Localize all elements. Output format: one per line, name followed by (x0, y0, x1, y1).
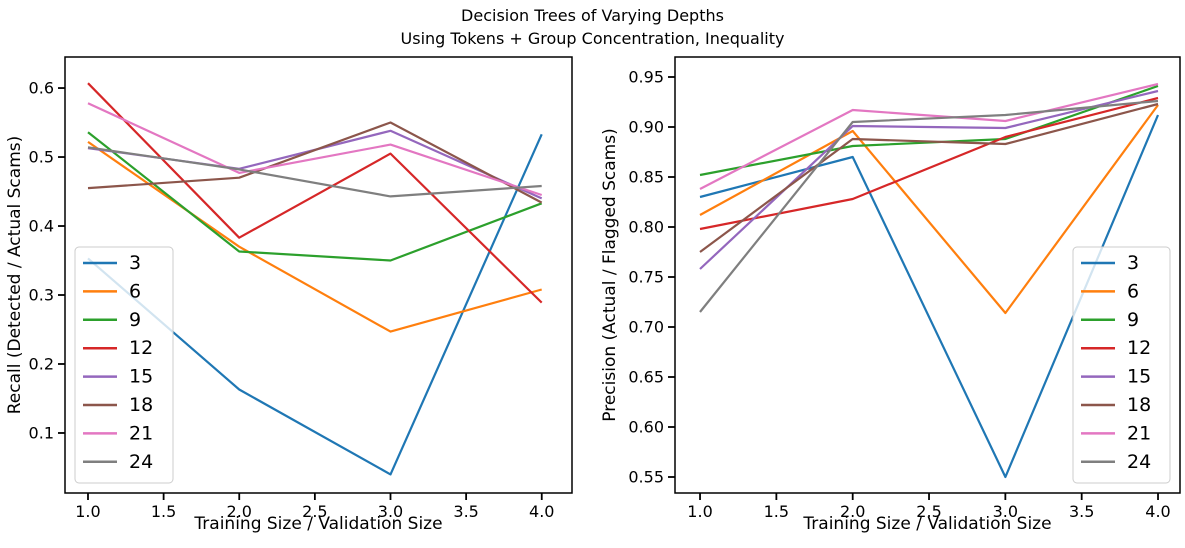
legend-label-6: 6 (129, 280, 141, 302)
precision-chart: 1.0 1.5 2.0 2.5 3.0 3.5 4.0 0.55 0.60 0.65 0.70 0.7… (628, 56, 1181, 521)
y-tick-label: 0.4 (29, 217, 54, 236)
legend-label-6: 6 (1127, 280, 1139, 302)
figure-title-line-2: Using Tokens + Group Concentration, Ineq… (400, 29, 785, 48)
precision-chart-series-9 (699, 84, 1159, 177)
recall-chart-series-9 (87, 131, 543, 262)
y-tick-label: 0.3 (29, 286, 54, 305)
y-tick-label: 0.2 (29, 354, 54, 373)
y-tick-label: 0.65 (628, 368, 664, 387)
precision-chart-series-24 (699, 99, 1159, 313)
y-tick-label: 0.90 (628, 118, 664, 137)
x-tick-label: 3.5 (1069, 502, 1094, 521)
x-tick-label: 4.0 (529, 502, 554, 521)
precision-y-axis-label: Precision (Actual / Flagged Scams) (600, 128, 620, 422)
legend-label-9: 9 (129, 309, 141, 331)
y-tick-label: 0.80 (628, 218, 664, 237)
x-tick-label: 3.0 (378, 502, 403, 521)
precision-chart-series-21 (699, 82, 1159, 190)
legend-label-12: 12 (1127, 337, 1151, 359)
recall-chart-series-18 (87, 121, 543, 204)
recall-chart-series-6 (87, 140, 542, 333)
legend-label-21: 21 (129, 422, 153, 444)
precision-chart-y-axis: 0.55 0.60 0.65 0.70 0.75 0.80 0.85 0.90 0.95 (628, 68, 675, 487)
figure-title: Decision Trees of Varying Depths Using T… (0, 4, 1185, 50)
x-tick-label: 1.5 (764, 502, 789, 521)
recall-chart-series-21 (87, 102, 543, 197)
x-tick-label: 2.0 (227, 502, 252, 521)
legend-label-15: 15 (129, 366, 153, 388)
y-tick-label: 0.1 (29, 423, 54, 442)
precision-chart-legend: 3 6 9 12 15 18 21 24 (1072, 246, 1171, 484)
x-tick-label: 3.0 (993, 502, 1018, 521)
recall-chart-series-12 (87, 82, 543, 304)
precision-chart-x-axis: 1.0 1.5 2.0 2.5 3.0 3.5 4.0 (687, 493, 1171, 521)
x-tick-label: 3.5 (453, 502, 478, 521)
x-tick-label: 4.0 (1145, 502, 1170, 521)
recall-chart: 1.0 1.5 2.0 2.5 3.0 3.5 4.0 0.1 0.2 0.3 0.4 0.5 0.6 3… (29, 56, 573, 521)
x-tick-label: 1.5 (151, 502, 176, 521)
legend-label-15: 15 (1127, 366, 1151, 388)
legend-label-3: 3 (1127, 252, 1139, 274)
y-tick-label: 0.60 (628, 418, 664, 437)
precision-chart-series-15 (699, 89, 1159, 270)
recall-chart-x-axis: 1.0 1.5 2.0 2.5 3.0 3.5 4.0 (75, 493, 554, 521)
y-tick-label: 0.5 (29, 148, 54, 167)
recall-chart-y-axis: 0.1 0.2 0.3 0.4 0.5 0.6 (29, 79, 65, 442)
y-tick-label: 0.70 (628, 318, 664, 337)
precision-chart-spines (674, 56, 1181, 494)
legend-label-3: 3 (129, 252, 141, 274)
y-tick-label: 0.85 (628, 168, 664, 187)
y-tick-label: 0.55 (628, 468, 664, 487)
x-tick-label: 1.0 (75, 502, 100, 521)
legend-label-21: 21 (1127, 422, 1151, 444)
x-tick-label: 2.5 (302, 502, 327, 521)
recall-chart-series-24 (87, 146, 542, 198)
precision-chart-series-6 (699, 104, 1159, 315)
legend-label-18: 18 (1127, 394, 1151, 416)
legend-box (1072, 246, 1171, 484)
figure-title-line-1: Decision Trees of Varying Depths (461, 6, 724, 25)
legend-label-24: 24 (129, 451, 153, 473)
recall-chart-spines (64, 56, 573, 494)
x-tick-label: 1.0 (687, 502, 712, 521)
legend-label-24: 24 (1127, 451, 1151, 473)
recall-x-axis-label: Training Size / Validation Size (194, 514, 443, 534)
legend-label-18: 18 (129, 394, 153, 416)
y-tick-label: 0.6 (29, 79, 54, 98)
legend-box (74, 246, 174, 484)
x-tick-label: 2.0 (840, 502, 865, 521)
legend-label-9: 9 (1127, 309, 1139, 331)
precision-chart-series-18 (699, 102, 1159, 253)
recall-chart-legend: 3 6 9 12 15 18 21 24 (74, 246, 174, 484)
y-tick-label: 0.95 (628, 68, 664, 87)
precision-chart-series-12 (699, 96, 1159, 231)
x-tick-label: 2.5 (916, 502, 941, 521)
recall-y-axis-label: Recall (Detected / Actual Scams) (5, 135, 25, 415)
legend-label-12: 12 (129, 337, 153, 359)
y-tick-label: 0.75 (628, 268, 664, 287)
precision-x-axis-label: Training Size / Validation Size (803, 514, 1052, 534)
